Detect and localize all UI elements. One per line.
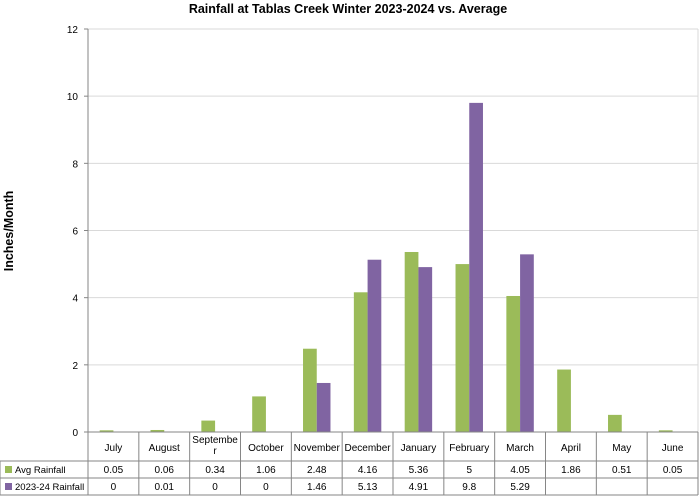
legend-key: [5, 483, 12, 490]
bar: [506, 295, 521, 432]
y-tick-label: 6: [72, 227, 78, 238]
y-axis-ticks: 0 2 4 6 8 10 12: [67, 25, 89, 439]
y-tick-label: 2: [72, 361, 78, 372]
bar: [201, 420, 216, 432]
bar: [303, 348, 317, 432]
data-label: 2.48: [307, 465, 327, 476]
bar: [418, 267, 433, 432]
data-label: 5: [466, 465, 472, 476]
data-label: 5.36: [409, 465, 429, 476]
x-tick-label: r: [213, 446, 217, 457]
data-label: 0.06: [155, 465, 175, 476]
bar: [252, 396, 266, 432]
data-label: 0: [263, 482, 269, 493]
x-tick-label: February: [449, 443, 489, 454]
data-label: 9.8: [462, 482, 476, 493]
bar: [404, 251, 419, 432]
data-label: 4.91: [409, 482, 429, 493]
bar: [557, 369, 571, 432]
data-label: 1.86: [561, 465, 581, 476]
y-tick-label: 4: [72, 294, 78, 305]
bar: [99, 430, 114, 432]
x-tick-label: December: [345, 443, 392, 454]
bar: [608, 414, 622, 432]
bar: [455, 264, 470, 432]
x-tick-label: June: [662, 443, 684, 454]
bar: [520, 254, 534, 432]
y-tick-label: 0: [72, 428, 78, 439]
data-label: 0.34: [205, 465, 225, 476]
bar: [469, 102, 483, 432]
legend-label: 2023-24 Rainfall: [15, 482, 84, 493]
gridlines: [88, 28, 699, 432]
x-tick-label: May: [612, 443, 631, 454]
y-tick-label: 10: [67, 92, 79, 103]
x-tick-label: March: [506, 443, 534, 454]
data-label: 1.46: [307, 482, 327, 493]
data-label: 0.01: [155, 482, 175, 493]
bar: [150, 429, 165, 432]
data-label: 4.16: [358, 465, 378, 476]
x-tick-label: Septembe: [192, 435, 238, 446]
bar: [658, 430, 673, 432]
y-axis-label: Inches/Month: [2, 191, 16, 272]
data-label: 0: [111, 482, 117, 493]
x-tick-label: April: [561, 443, 581, 454]
data-label: 0.05: [663, 465, 683, 476]
data-label: 0: [212, 482, 218, 493]
y-tick-label: 12: [67, 25, 79, 36]
data-label: 1.06: [256, 465, 276, 476]
x-tick-label: January: [401, 443, 437, 454]
legend-key: [5, 466, 12, 473]
x-tick-label: November: [294, 443, 341, 454]
x-tick-label: October: [248, 443, 284, 454]
x-tick-label: July: [105, 443, 123, 454]
chart-title: Rainfall at Tablas Creek Winter 2023-202…: [189, 2, 507, 16]
x-tick-label: August: [149, 443, 180, 454]
data-label: 4.05: [510, 465, 530, 476]
data-label: 5.29: [510, 482, 530, 493]
bars: [99, 102, 673, 432]
data-label: 0.51: [612, 465, 632, 476]
bar: [316, 382, 331, 432]
y-tick-label: 8: [72, 159, 78, 170]
data-label: 5.13: [358, 482, 378, 493]
bar: [367, 259, 382, 432]
data-label: 0.05: [104, 465, 124, 476]
legend-label: Avg Rainfall: [15, 465, 66, 476]
bar: [353, 292, 368, 432]
